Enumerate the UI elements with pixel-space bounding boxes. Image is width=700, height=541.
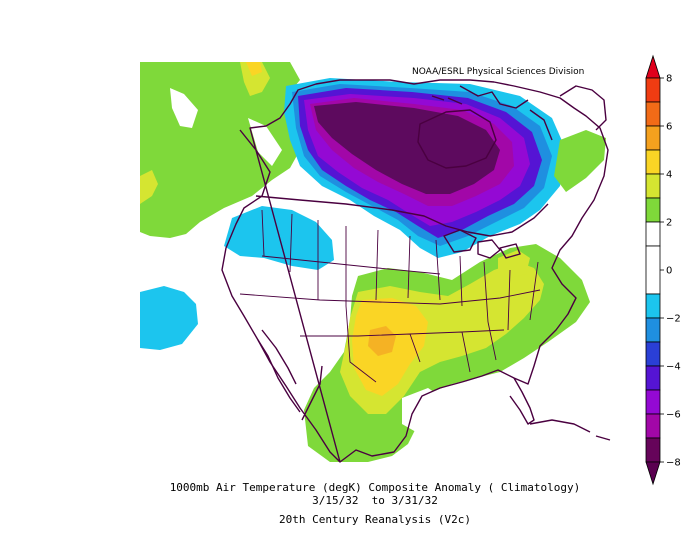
neutral-patch-gulf <box>402 388 440 432</box>
baja-outline <box>257 329 301 413</box>
colorbar-swatch <box>645 173 661 199</box>
colorbar-tick-label: −2 <box>666 314 681 325</box>
colorbar-swatch <box>645 101 661 127</box>
florida-outline <box>509 377 535 425</box>
colorbar-arrow-top <box>645 54 661 79</box>
caption-dataset: 20th Century Reanalysis (V2c) <box>278 513 472 526</box>
arctic-islands-outline <box>431 85 553 141</box>
colorbar-swatch <box>645 77 661 103</box>
colorbar: 8 6 4 2 0 −2 −4 −6 −8 <box>645 54 681 486</box>
colorbar-tick-label: 4 <box>666 170 672 181</box>
colorbar-tick-label: 2 <box>666 218 672 229</box>
colorbar-swatch <box>645 317 661 343</box>
cool-anomaly-pacific <box>140 286 198 350</box>
colorbar-swatch <box>645 293 661 319</box>
colorbar-tick-label: 6 <box>666 122 672 133</box>
colorbar-swatch <box>645 221 661 247</box>
colorbar-swatch <box>645 245 661 295</box>
warm-anomaly-east-coast <box>554 130 606 192</box>
warmer-anomaly-northwest <box>240 62 270 96</box>
hudson-bay-outline <box>417 109 497 169</box>
caribbean-outline <box>529 419 611 441</box>
colorbar-tick-label: 0 <box>666 266 672 277</box>
colorbar-tick-label: −4 <box>666 362 681 373</box>
neutral-patch-northwest <box>170 88 198 128</box>
hottest-anomaly-texas <box>368 326 396 356</box>
warm-patch-west <box>140 170 158 204</box>
great-lakes-outline <box>443 229 521 259</box>
greenland-outline <box>559 85 607 131</box>
credit-text: NOAA/ESRL Physical Sciences Division <box>412 67 585 77</box>
colorbar-tick-label: −6 <box>666 410 681 421</box>
colorbar-tick-label: 8 <box>666 74 672 85</box>
caption-title: 1000mb Air Temperature (degK) Composite … <box>169 481 581 494</box>
colorbar-arrow-bottom <box>645 461 661 486</box>
colorbar-swatch <box>645 389 661 415</box>
coastline-north-america <box>221 79 609 463</box>
colorbar-swatch <box>645 125 661 151</box>
colorbar-swatch <box>645 197 661 223</box>
warmest-anomaly-northwest <box>246 62 262 76</box>
colorbar-swatch <box>645 341 661 367</box>
colorbar-tick-label: −8 <box>666 458 681 469</box>
colorbar-swatch <box>645 413 661 439</box>
colorbar-swatch <box>645 437 661 463</box>
canada-us-border <box>255 195 549 237</box>
colorbar-swatch <box>645 365 661 391</box>
land-outlines <box>221 79 611 463</box>
cold-core <box>314 102 500 194</box>
caption-date-range: 3/15/32 to 3/31/32 <box>312 494 438 507</box>
state-boundaries <box>239 209 541 383</box>
neutral-patch-northwest-2 <box>248 118 282 166</box>
anomaly-fields <box>140 62 606 462</box>
colorbar-swatch <box>645 149 661 175</box>
